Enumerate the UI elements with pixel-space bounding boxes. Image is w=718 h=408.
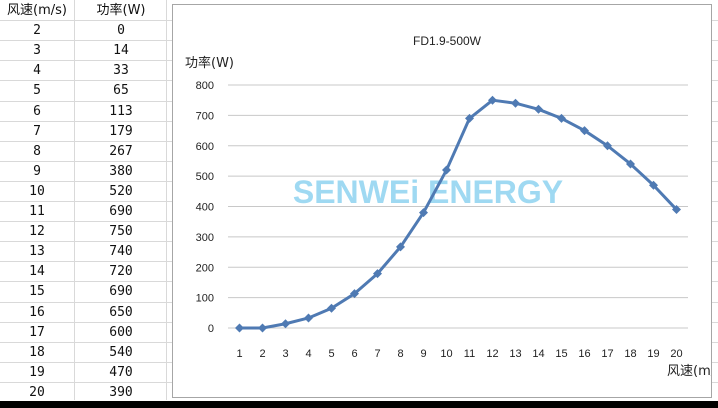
cell-power[interactable]: 520 [109,184,133,199]
x-tick-label: 3 [282,348,288,360]
cell-power[interactable]: 113 [109,104,133,119]
y-axis-label: 功率(W) [185,55,234,71]
cell-wind-speed[interactable]: 3 [33,43,41,58]
x-tick-label: 6 [351,348,357,360]
cell-wind-speed[interactable]: 13 [29,244,45,259]
x-tick-label: 2 [259,348,265,360]
x-tick-label: 16 [578,348,590,360]
cell-wind-speed[interactable]: 2 [33,23,41,38]
cell-wind-speed[interactable]: 11 [29,204,45,219]
y-tick-label: 300 [196,232,214,244]
y-tick-label: 0 [208,323,214,335]
header-power[interactable]: 功率(W) [96,3,146,18]
y-tick-label: 800 [196,80,214,92]
x-tick-label: 12 [486,348,498,360]
x-tick-label: 14 [532,348,544,360]
data-point-marker [672,205,681,215]
cell-power[interactable]: 720 [109,264,133,279]
data-point-marker [373,269,382,279]
sheet-column-border [166,0,167,400]
cell-power[interactable]: 380 [109,164,133,179]
x-tick-label: 4 [305,348,311,360]
cell-wind-speed[interactable]: 8 [33,144,41,159]
power-series-line [239,98,678,330]
data-point-marker [235,323,244,333]
cell-power[interactable]: 690 [109,284,133,299]
y-tick-label: 700 [196,110,214,122]
cell-wind-speed[interactable]: 4 [33,63,41,78]
data-point-marker [465,113,474,123]
x-tick-label: 11 [464,348,475,360]
cell-wind-speed[interactable]: 20 [29,385,45,400]
sheet-column-border [74,0,75,400]
y-tick-label: 500 [196,171,214,183]
cell-power[interactable]: 470 [109,365,133,380]
x-tick-label: 10 [440,348,452,360]
data-point-marker [350,289,359,299]
cell-power[interactable]: 33 [113,63,129,78]
x-tick-label: 5 [328,348,334,360]
data-point-marker [488,95,497,105]
x-tick-label: 13 [509,348,521,360]
data-point-marker [281,319,290,329]
cell-power[interactable]: 650 [109,305,133,320]
data-point-marker [304,313,313,323]
x-tick-label: 20 [670,348,682,360]
x-tick-label: 1 [236,348,242,360]
cell-wind-speed[interactable]: 5 [33,83,41,98]
cell-wind-speed[interactable]: 18 [29,345,45,360]
data-point-marker [649,180,658,190]
cell-wind-speed[interactable]: 15 [29,284,45,299]
data-point-marker [419,208,428,218]
cell-power[interactable]: 267 [109,144,133,159]
x-tick-label: 17 [601,348,613,360]
data-point-marker [396,242,405,252]
cell-wind-speed[interactable]: 6 [33,104,41,119]
data-point-marker [511,98,520,108]
cell-power[interactable]: 390 [109,385,133,400]
x-axis-label: 风速(m/s) [667,364,711,379]
header-wind-speed[interactable]: 风速(m/s) [7,3,67,18]
y-tick-label: 100 [196,293,214,305]
cell-wind-speed[interactable]: 16 [29,305,45,320]
cell-power[interactable]: 750 [109,224,133,239]
data-point-marker [603,141,612,151]
cell-power[interactable]: 0 [117,23,125,38]
data-point-marker [327,303,336,313]
data-point-marker [442,165,451,175]
cell-power[interactable]: 14 [113,43,129,58]
bottom-bar [0,401,718,408]
data-point-marker [580,126,589,136]
cell-power[interactable]: 179 [109,124,133,139]
chart-title: FD1.9-500W [413,34,482,48]
cell-wind-speed[interactable]: 12 [29,224,45,239]
cell-power[interactable]: 690 [109,204,133,219]
cell-wind-speed[interactable]: 9 [33,164,41,179]
data-point-marker [626,159,635,169]
chart-panel[interactable]: FD1.9-500W 功率(W) 风速(m/s) 0 100 200 300 400 500 60… [172,4,712,398]
y-tick-label: 400 [196,202,214,214]
data-point-marker [534,104,543,114]
cell-wind-speed[interactable]: 17 [29,325,45,340]
cell-wind-speed[interactable]: 14 [29,264,45,279]
cell-wind-speed[interactable]: 7 [33,124,41,139]
data-point-marker [258,323,267,333]
x-tick-label: 7 [374,348,380,360]
x-tick-label: 8 [397,348,403,360]
cell-wind-speed[interactable]: 19 [29,365,45,380]
power-curve-chart: FD1.9-500W 功率(W) 风速(m/s) 0 100 200 300 400 500 60… [185,34,711,379]
y-tick-label: 200 [196,262,214,274]
cell-power[interactable]: 540 [109,345,133,360]
x-tick-label: 19 [647,348,659,360]
cell-power[interactable]: 600 [109,325,133,340]
x-tick-label: 9 [420,348,426,360]
data-point-marker [557,113,566,123]
cell-power[interactable]: 65 [113,83,129,98]
x-tick-label: 15 [555,348,567,360]
cell-power[interactable]: 740 [109,244,133,259]
cell-wind-speed[interactable]: 10 [29,184,45,199]
y-tick-label: 600 [196,141,214,153]
x-tick-label: 18 [624,348,636,360]
